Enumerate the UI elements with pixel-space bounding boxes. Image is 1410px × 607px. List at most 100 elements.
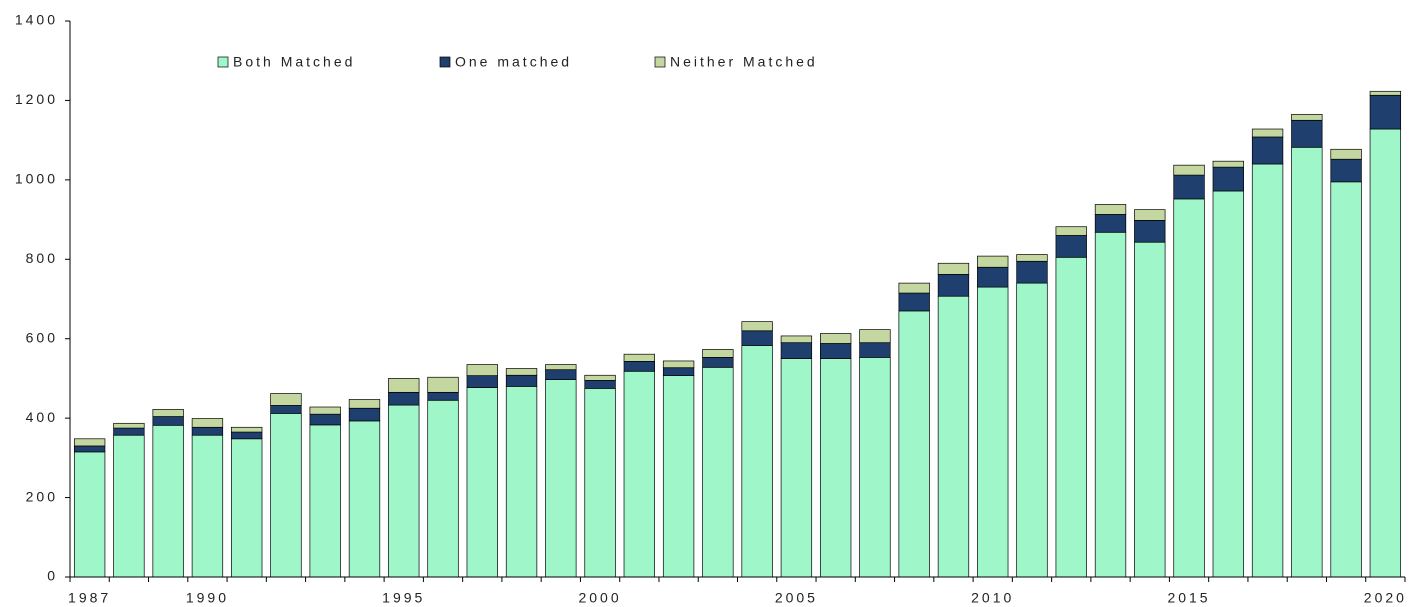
bar-segment — [859, 329, 891, 344]
bar-segment — [348, 420, 381, 578]
bar-segment — [898, 282, 930, 294]
bar-segment — [1212, 160, 1244, 168]
bar-segment — [348, 399, 381, 409]
bar-segment — [1291, 113, 1323, 121]
x-tick-label: 1995 — [382, 590, 425, 606]
bar-segment — [1055, 226, 1087, 236]
bar-segment — [73, 445, 106, 453]
bar-segment — [741, 345, 773, 578]
bar-segment — [231, 426, 263, 433]
bar-segment — [427, 376, 459, 393]
bar-segment — [113, 427, 145, 436]
x-tick-label: 2015 — [1167, 590, 1210, 606]
bar-segment — [859, 342, 891, 358]
bar-segment — [702, 357, 734, 368]
bar-segment — [937, 262, 970, 275]
bar-segment — [1212, 190, 1244, 578]
bar-segment — [584, 388, 616, 578]
bar-segment — [662, 375, 695, 578]
bar-segment — [1369, 90, 1402, 96]
bar-segment — [270, 393, 302, 406]
y-tick-label: 600 — [26, 329, 58, 345]
bar-segment — [1330, 148, 1362, 160]
bar-segment — [1173, 174, 1205, 200]
bar-segment — [152, 424, 184, 578]
legend-swatch — [217, 56, 229, 68]
bar-segment — [662, 360, 695, 369]
bar-segment — [780, 335, 813, 344]
legend-label: Neither Matched — [670, 54, 818, 70]
bar-segment — [270, 413, 302, 578]
bar-segment — [937, 274, 970, 297]
bar-segment — [309, 424, 341, 578]
bar-segment — [1251, 163, 1284, 578]
bar-segment — [1134, 209, 1166, 221]
bar-segment — [1291, 146, 1323, 578]
bar-segment — [1251, 128, 1284, 138]
bar-segment — [584, 380, 616, 389]
bar-segment — [1212, 166, 1244, 192]
bar-segment — [1134, 241, 1166, 578]
bar-segment — [1173, 198, 1205, 578]
y-tick-label: 800 — [26, 250, 58, 266]
bar-segment — [1134, 220, 1166, 243]
bar-segment — [1055, 235, 1087, 258]
bar-segment — [702, 366, 734, 578]
legend-swatch — [654, 56, 666, 68]
x-tick-label: 2010 — [971, 590, 1014, 606]
bar-segment — [1369, 128, 1402, 578]
bar-segment — [741, 321, 773, 332]
bar-segment — [270, 405, 302, 414]
bar-segment — [545, 379, 577, 578]
bar-segment — [819, 358, 852, 578]
bar-segment — [819, 333, 852, 344]
bar-segment — [191, 434, 224, 578]
bar-segment — [152, 416, 184, 426]
bar-segment — [545, 364, 577, 371]
x-tick-label: 1990 — [186, 590, 229, 606]
bar-segment — [662, 367, 695, 376]
y-tick-label: 1000 — [15, 171, 58, 187]
bar-segment — [1094, 214, 1127, 233]
bar-segment — [1016, 254, 1048, 262]
bar-segment — [231, 431, 263, 440]
x-tick-label: 2005 — [775, 590, 818, 606]
x-tick-label: 1987 — [68, 590, 111, 606]
bar-segment — [427, 391, 459, 401]
bar-segment — [819, 343, 852, 359]
bar-segment — [623, 361, 656, 372]
y-tick-label: 1400 — [15, 12, 58, 28]
bar-segment — [505, 368, 538, 376]
bar-segment — [1016, 260, 1048, 284]
bar-segment — [466, 375, 498, 388]
bar-segment — [977, 266, 1009, 288]
bar-segment — [231, 438, 263, 578]
bar-segment — [348, 407, 381, 422]
bar-segment — [1251, 136, 1284, 165]
bar-segment — [623, 353, 656, 362]
bar-segment — [859, 357, 891, 578]
bar-segment — [113, 422, 145, 429]
x-tick-label: 2000 — [578, 590, 621, 606]
legend-swatch — [439, 56, 451, 68]
bar-segment — [623, 370, 656, 578]
y-tick-label: 400 — [26, 409, 58, 425]
bar-segment — [73, 438, 106, 447]
bar-segment — [1173, 164, 1205, 176]
bar-segment — [113, 434, 145, 578]
bar-segment — [584, 374, 616, 381]
bar-segment — [741, 330, 773, 346]
bar-segment — [545, 369, 577, 380]
bar-segment — [1291, 119, 1323, 148]
y-tick-label: 200 — [26, 488, 58, 504]
bar-segment — [309, 413, 341, 426]
bar-segment — [1016, 282, 1048, 578]
bar-segment — [898, 292, 930, 312]
bar-segment — [466, 387, 498, 578]
bar-segment — [1094, 204, 1127, 215]
bar-segment — [388, 378, 420, 393]
y-tick-label: 0 — [47, 568, 58, 584]
bar-segment — [1330, 181, 1362, 578]
bar-segment — [191, 418, 224, 428]
bar-segment — [1055, 256, 1087, 578]
